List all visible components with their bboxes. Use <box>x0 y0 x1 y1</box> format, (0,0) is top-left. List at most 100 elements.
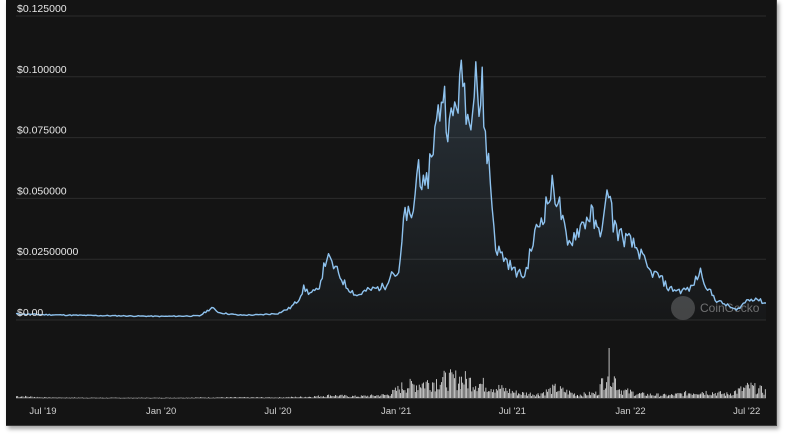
volume-bar <box>193 397 195 399</box>
volume-bar <box>757 393 758 398</box>
volume-bar <box>414 391 416 398</box>
volume-bar <box>588 391 590 398</box>
volume-bar <box>210 397 212 399</box>
volume-bar <box>571 392 573 398</box>
volume-bar <box>749 388 751 398</box>
volume-bar <box>59 397 61 398</box>
volume-bar <box>128 397 129 399</box>
volume-bar <box>46 397 48 399</box>
volume-bar <box>376 395 378 398</box>
volume-bar <box>660 395 662 398</box>
volume-bar <box>413 384 415 398</box>
volume-bar <box>739 388 740 398</box>
volume-bar <box>211 397 213 399</box>
volume-bar <box>622 394 623 398</box>
volume-bar <box>551 393 552 398</box>
volume-bar <box>154 397 155 399</box>
volume-bar <box>541 393 543 398</box>
volume-bar <box>71 397 73 398</box>
volume-bar <box>682 396 684 398</box>
volume-bar <box>382 394 384 398</box>
volume-bar <box>356 396 358 398</box>
volume-bar <box>613 376 615 398</box>
volume-bar <box>83 397 85 399</box>
volume-bar <box>388 396 390 398</box>
volume-bar <box>723 393 725 398</box>
volume-bar <box>364 395 366 398</box>
volume-bar <box>407 388 408 398</box>
volume-bar <box>456 390 458 398</box>
volume-bar <box>604 388 606 398</box>
volume-bar <box>147 397 149 399</box>
volume-bar <box>461 376 462 398</box>
volume-bar <box>698 394 700 398</box>
chart-frame: CoinGecko $0.00$0.02500000$0.050000$0.07… <box>6 0 777 426</box>
volume-bar <box>409 378 411 398</box>
volume-bar <box>96 397 98 399</box>
volume-bar <box>328 394 330 398</box>
volume-bar <box>226 397 227 398</box>
volume-bar <box>587 395 589 398</box>
volume-bar <box>148 397 150 399</box>
volume-bar <box>689 393 690 398</box>
volume-bar <box>536 394 538 398</box>
volume-bar <box>224 397 226 399</box>
volume-bar <box>220 397 222 398</box>
volume-bar <box>341 394 343 398</box>
volume-bar <box>547 391 548 398</box>
volume-bar <box>329 396 331 398</box>
volume-bar <box>493 389 495 398</box>
volume-bar <box>121 397 123 399</box>
volume-bar <box>619 389 620 398</box>
volume-bar <box>151 397 153 399</box>
volume-bar <box>373 396 375 398</box>
volume-bar <box>131 397 133 399</box>
volume-bar <box>61 397 62 399</box>
volume-bar <box>385 394 387 398</box>
volume-bar <box>181 397 183 399</box>
volume-bar <box>452 374 454 398</box>
volume-bar <box>743 387 744 398</box>
volume-bar <box>292 396 294 398</box>
volume-bar <box>763 394 765 398</box>
volume-bar <box>671 394 672 398</box>
volume-bar <box>287 397 288 398</box>
volume-bar <box>98 397 100 399</box>
volume-bar <box>379 396 380 398</box>
volume-bar <box>709 394 711 398</box>
volume-bar <box>218 397 220 398</box>
volume-bar <box>750 382 752 398</box>
volume-bar <box>680 393 681 398</box>
volume-bar <box>401 382 403 398</box>
volume-bar <box>522 391 523 398</box>
volume-bar <box>649 393 651 398</box>
volume-bar <box>92 397 94 399</box>
volume-bar <box>139 397 141 399</box>
volume-bar <box>511 390 513 398</box>
volume-bar <box>296 397 297 398</box>
volume-bar <box>651 395 652 398</box>
volume-bar <box>628 393 630 398</box>
volume-bar <box>572 394 574 398</box>
y-tick-label: $0.02500000 <box>17 246 78 258</box>
volume-bar <box>519 393 521 398</box>
volume-bar <box>732 395 734 398</box>
volume-bar <box>57 397 59 399</box>
volume-bar <box>713 394 715 398</box>
volume-bar <box>668 394 670 398</box>
volume-bar <box>434 391 436 398</box>
volume-bar <box>662 394 664 398</box>
volume-bar <box>316 396 318 398</box>
volume-bar <box>669 395 671 398</box>
volume-bar <box>223 397 225 398</box>
volume-bar <box>720 391 721 398</box>
volume-bar <box>420 387 421 398</box>
volume-bar <box>515 390 517 398</box>
volume-bar <box>484 391 485 398</box>
volume-bar <box>171 397 173 399</box>
volume-bar <box>509 388 511 398</box>
volume-bar <box>598 394 600 398</box>
volume-bar <box>324 397 326 398</box>
volume-bar <box>240 397 242 398</box>
volume-bar <box>482 377 484 398</box>
